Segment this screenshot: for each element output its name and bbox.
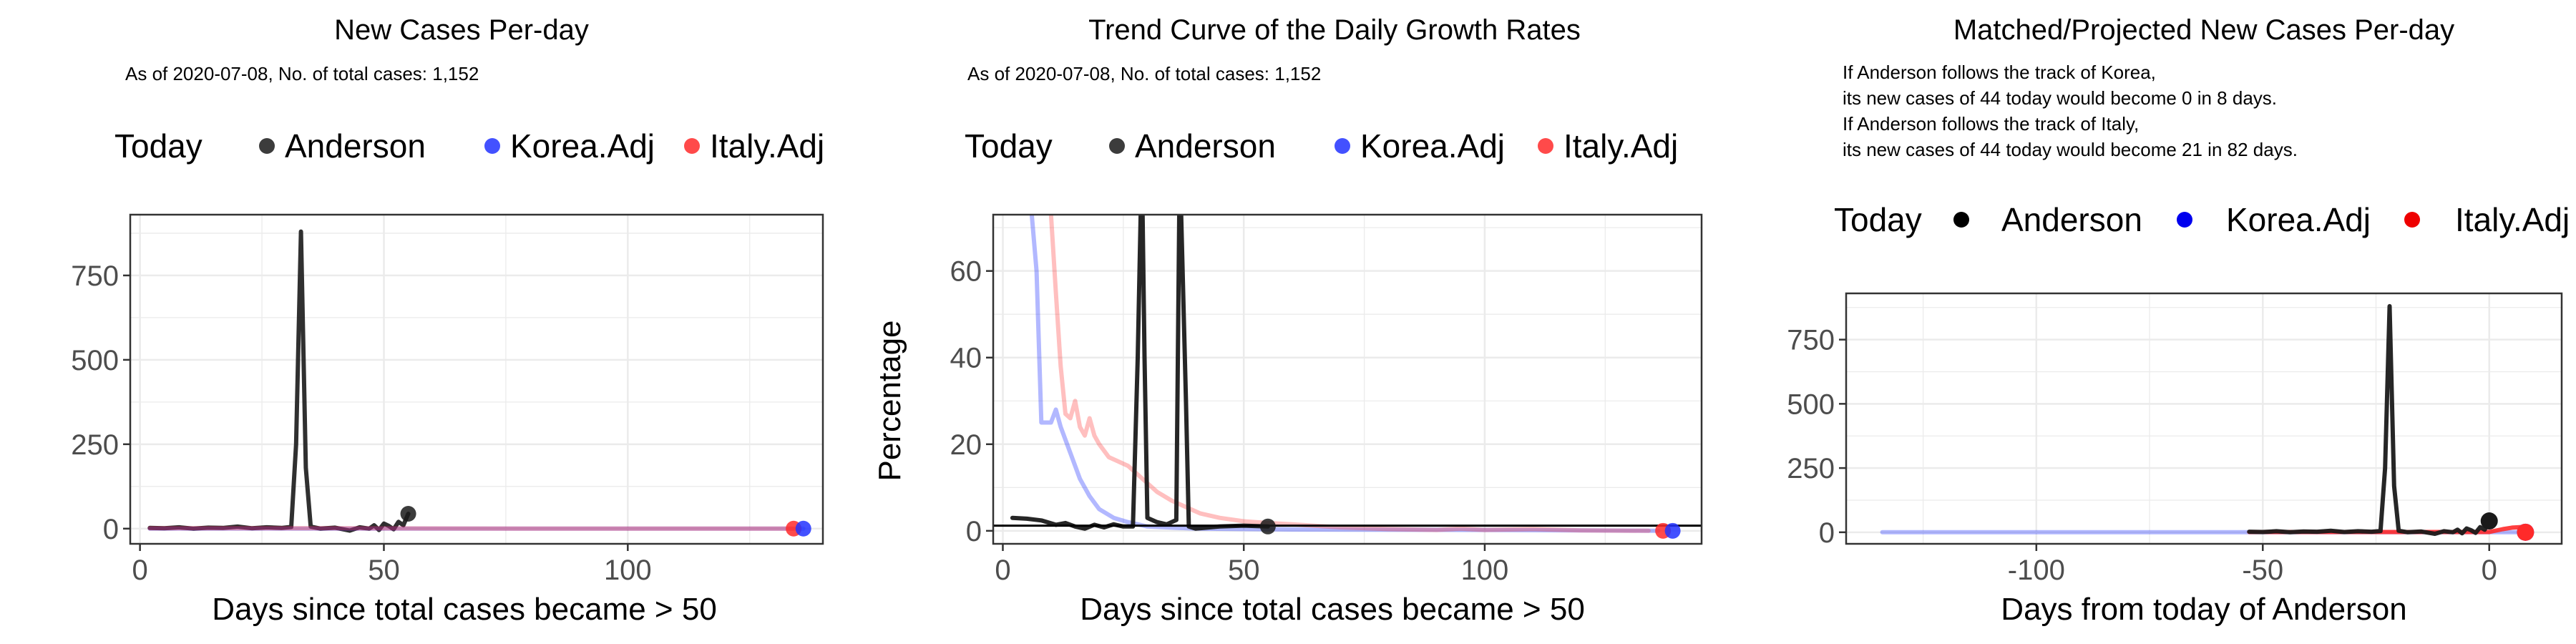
legend-label-anderson: Anderson — [2001, 201, 2142, 238]
x-tick-label: -100 — [2008, 555, 2065, 586]
legend-key-anderson — [259, 138, 275, 154]
legend-label-italy: Italy.Adj — [710, 127, 824, 165]
today-point-anderson — [2480, 512, 2498, 530]
y-tick-label: 250 — [1787, 453, 1835, 484]
chart-subtitle-line-1: If Anderson follows the track of Korea, — [1843, 62, 2156, 83]
series-line-anderson — [2247, 303, 2492, 536]
y-tick-label: 60 — [950, 256, 982, 288]
y-tick-label: 750 — [1787, 325, 1835, 356]
chart-legend: Today Anderson Korea.Adj Italy.Adj — [114, 127, 824, 165]
y-axis-title: Percentage — [872, 320, 907, 481]
legend-label-italy: Italy.Adj — [1563, 127, 1678, 165]
y-tick-label: 500 — [71, 345, 119, 376]
x-tick-label: 0 — [995, 555, 1010, 586]
chart-title: Trend Curve of the Daily Growth Rates — [1088, 14, 1581, 46]
panel-border — [992, 213, 1703, 545]
y-tick-label: 0 — [1819, 517, 1835, 549]
legend-key-anderson — [1953, 212, 1969, 228]
legend-key-italy — [2404, 212, 2420, 228]
chart-growth-rate-trend: Trend Curve of the Daily Growth Rates As… — [872, 14, 1703, 627]
legend-label-korea: Korea.Adj — [1360, 127, 1505, 165]
y-tick-label: 40 — [950, 343, 982, 374]
y-tick-label: 250 — [71, 429, 119, 461]
chart-subtitle-line-2: its new cases of 44 today would become 0… — [1843, 87, 2277, 109]
legend-label-anderson: Anderson — [1135, 127, 1276, 165]
panel-border — [1845, 292, 2563, 545]
y-tick-label: 500 — [1787, 389, 1835, 420]
series-line-italy-adj — [1048, 215, 1651, 533]
legend-title: Today — [114, 127, 203, 165]
legend-label-italy: Italy.Adj — [2455, 201, 2570, 238]
legend-key-korea — [484, 138, 500, 154]
y-tick-label: 0 — [103, 514, 119, 545]
chart-new-cases-per-day: New Cases Per-day As of 2020-07-08, No. … — [71, 14, 824, 627]
chart-title: Matched/Projected New Cases Per-day — [1953, 14, 2454, 46]
x-axis-title: Days since total cases became > 50 — [212, 592, 717, 627]
y-tick-label: 20 — [950, 429, 982, 461]
series-line-italy-adj — [147, 526, 796, 531]
x-axis-title: Days from today of Anderson — [2001, 592, 2406, 627]
plot-area — [1880, 303, 2534, 541]
gridlines — [1846, 293, 2562, 544]
chart-legend: Today Anderson Korea.Adj Italy.Adj — [965, 127, 1678, 165]
legend-title: Today — [1834, 201, 1922, 238]
legend-label-korea: Korea.Adj — [2226, 201, 2371, 238]
legend-key-anderson — [1109, 138, 1125, 154]
axes: 0 50 100 0 20 40 60 — [950, 256, 1509, 586]
chart-subtitle-line-4: its new cases of 44 today would become 2… — [1843, 139, 2298, 160]
panel-border — [129, 213, 824, 545]
axes: -100 -50 0 0 250 500 750 — [1787, 325, 2497, 586]
legend-label-korea: Korea.Adj — [510, 127, 655, 165]
legend-title: Today — [965, 127, 1053, 165]
x-tick-label: -50 — [2242, 555, 2283, 586]
legend-key-korea — [1335, 138, 1350, 154]
legend-key-italy — [1538, 138, 1553, 154]
legend-key-italy — [684, 138, 700, 154]
gridlines — [993, 215, 1702, 544]
x-tick-label: 0 — [132, 555, 148, 586]
chart-title: New Cases Per-day — [334, 14, 589, 46]
today-point-korea-adj — [795, 520, 811, 537]
today-point-korea-adj — [1664, 522, 1681, 539]
series-line-anderson — [1010, 215, 1270, 531]
plot-area — [993, 215, 1702, 539]
legend-label-anderson: Anderson — [285, 127, 426, 165]
chart-subtitle: As of 2020-07-08, No. of total cases: 1,… — [967, 63, 1321, 84]
today-point-anderson — [400, 506, 416, 522]
chart-subtitle-line-3: If Anderson follows the track of Italy, — [1843, 113, 2139, 135]
x-tick-label: 50 — [1228, 555, 1260, 586]
y-tick-label: 750 — [71, 260, 119, 292]
gridlines — [130, 215, 823, 544]
x-tick-label: 100 — [604, 555, 652, 586]
chart-subtitle: As of 2020-07-08, No. of total cases: 1,… — [125, 63, 479, 84]
x-tick-label: 0 — [2482, 555, 2497, 586]
today-point-anderson — [1259, 518, 1276, 535]
x-tick-label: 50 — [368, 555, 400, 586]
legend-key-korea — [2177, 212, 2192, 228]
today-point-italy-adj — [2517, 523, 2534, 541]
series-line-anderson — [147, 229, 411, 533]
series-line-korea-adj — [1029, 215, 1661, 533]
axes: 0 50 100 0 250 500 750 — [71, 260, 651, 586]
x-axis-title: Days since total cases became > 50 — [1080, 592, 1585, 627]
chart-matched-projected-cases: Matched/Projected New Cases Per-day If A… — [1787, 14, 2570, 627]
chart-legend: Today Anderson Korea.Adj Italy.Adj — [1834, 201, 2570, 238]
y-tick-label: 0 — [966, 516, 982, 547]
x-tick-label: 100 — [1461, 555, 1509, 586]
plot-area — [147, 229, 811, 537]
